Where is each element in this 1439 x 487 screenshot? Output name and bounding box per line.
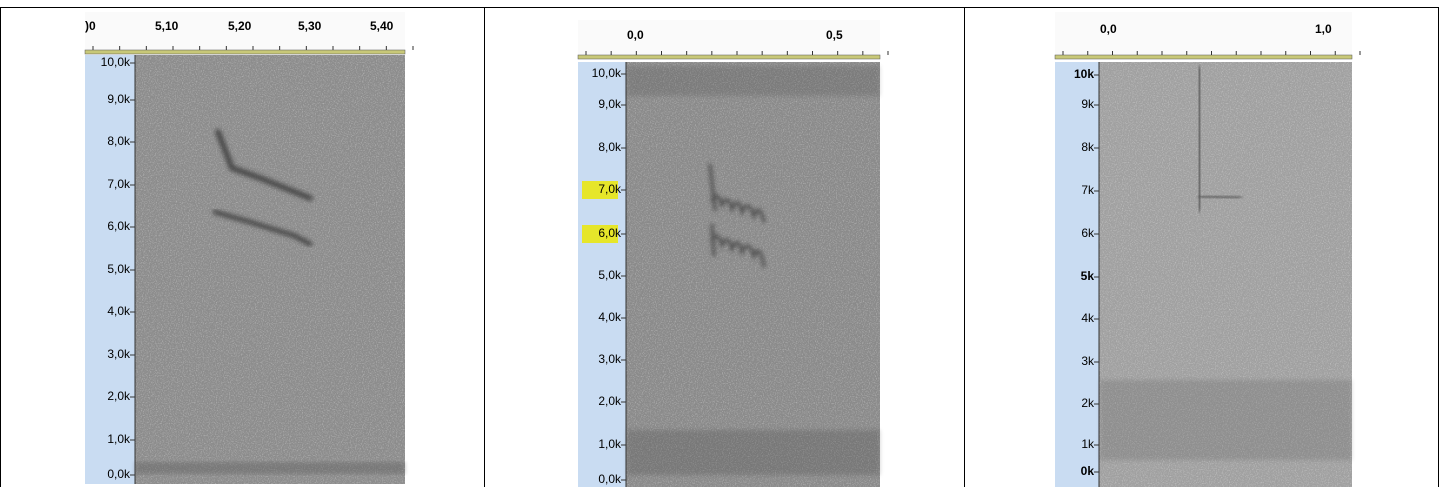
label-highlight <box>582 225 618 243</box>
frequency-label: 1,0k <box>107 432 131 446</box>
ruler-divider <box>1054 54 1353 60</box>
frequency-label: 0,0k <box>598 472 622 486</box>
frequency-axis <box>578 62 626 487</box>
frequency-label: 8,0k <box>107 134 131 148</box>
time-label: 0,0 <box>1100 22 1117 36</box>
frequency-label: 9,0k <box>107 92 131 106</box>
frequency-label: 7,0k <box>598 182 622 196</box>
time-ruler <box>85 12 405 51</box>
frequency-label: 5,0k <box>107 262 131 276</box>
frequency-label: 6k <box>1081 226 1095 240</box>
call-trace <box>1197 66 1202 212</box>
noise-band <box>627 430 880 475</box>
time-label: 5,10 <box>155 19 179 33</box>
frequency-label: 0,0k <box>107 467 131 481</box>
time-label: 1,0 <box>1315 22 1332 36</box>
frequency-label: 7k <box>1081 183 1095 197</box>
frequency-label: 10,0k <box>592 66 622 80</box>
noise-band <box>135 462 405 474</box>
time-ruler <box>1055 12 1352 56</box>
frequency-label: 0k <box>1081 464 1095 478</box>
frequency-label: 6,0k <box>598 226 622 240</box>
label-highlight <box>582 181 618 199</box>
noise-band <box>627 66 880 96</box>
time-label: 0,5 <box>826 28 843 42</box>
spectrogram-noise <box>135 55 405 484</box>
frequency-axis <box>1055 62 1099 487</box>
frequency-label: 8,0k <box>598 140 622 154</box>
time-label: )0 <box>85 19 96 33</box>
frequency-label: 7,0k <box>107 177 131 191</box>
frequency-axis <box>85 55 135 484</box>
frequency-label: 1k <box>1081 437 1095 451</box>
frequency-label: 6,0k <box>107 219 131 233</box>
panels: )0 5,10 5,20 5,30 5,40 10,0k 9,0k 8,0k 7,0k 6,0k 5… <box>84 12 1361 487</box>
frequency-label: 4k <box>1081 311 1095 325</box>
time-ruler <box>578 20 880 56</box>
frequency-label: 1,0k <box>598 437 622 451</box>
call-trace <box>215 129 313 201</box>
frequency-label: 2k <box>1081 396 1095 410</box>
frequency-label: 4,0k <box>598 310 622 324</box>
frequency-label: 4,0k <box>107 304 131 318</box>
frequency-label: 5k <box>1081 269 1095 283</box>
call-trace <box>710 223 766 268</box>
frequency-label: 3,0k <box>598 352 622 366</box>
call-trace <box>708 163 766 223</box>
frequency-label: 10k <box>1074 67 1094 81</box>
noise-band <box>1100 380 1352 460</box>
frequency-label: 10,0k <box>101 55 131 69</box>
time-label: 0,0 <box>627 28 644 42</box>
time-label: 5,40 <box>370 19 394 33</box>
frequency-label: 8k <box>1081 140 1095 154</box>
frequency-label: 9k <box>1081 97 1095 111</box>
spectrogram-noise <box>626 62 880 487</box>
frequency-label: 5,0k <box>598 268 622 282</box>
frequency-label: 9,0k <box>598 97 622 111</box>
frequency-label: 3,0k <box>107 347 131 361</box>
call-trace <box>1198 194 1242 200</box>
ruler-divider <box>84 49 406 55</box>
ruler-divider <box>577 54 881 60</box>
frequency-label: 3k <box>1081 354 1095 368</box>
spectrogram-panel: )0 5,10 5,20 5,30 5,40 10,0k 9,0k 8,0k 7,0k 6,0k 5… <box>84 12 414 484</box>
frequency-label: 2,0k <box>107 389 131 403</box>
spectrogram-panel: 0,0 0,5 10,0k 9,0k 8,0k 7,0k 6,0k 5,0k 4,0k 3,0k 2… <box>577 20 889 487</box>
time-label: 5,20 <box>228 19 252 33</box>
time-label: 5,30 <box>298 19 322 33</box>
call-trace <box>212 209 313 247</box>
frequency-label: 2,0k <box>598 394 622 408</box>
